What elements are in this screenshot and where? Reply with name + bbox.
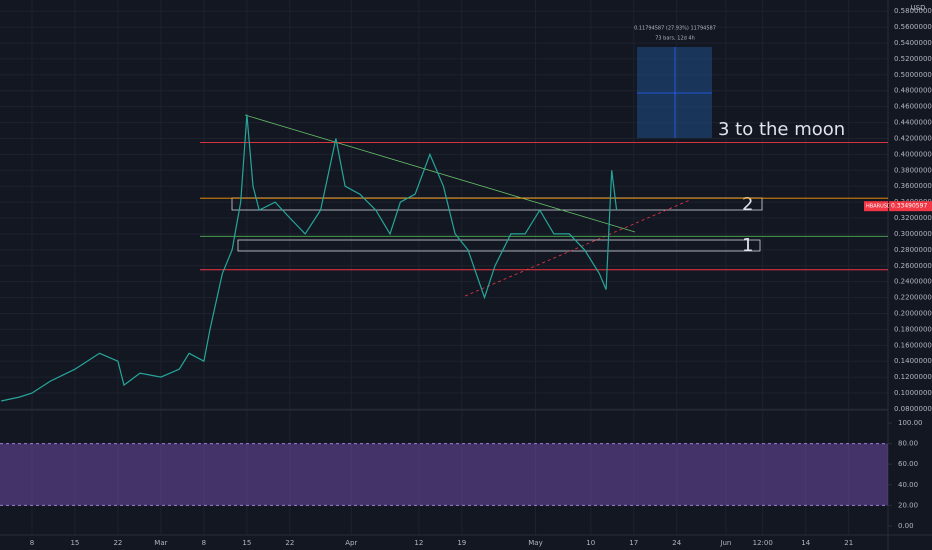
x-tick-label: 22 (285, 539, 294, 547)
symbol-tag-label: HBARUSD (866, 204, 891, 210)
axis-unit: USD (911, 4, 926, 12)
x-tick-label: Apr (345, 539, 357, 547)
annotation: 1 (742, 235, 753, 256)
y-tick-label: 0.00 (898, 522, 914, 530)
x-tick-label: 15 (70, 539, 79, 547)
x-tick-label: 19 (457, 539, 466, 547)
x-tick-label: May (528, 539, 542, 547)
y-tick-label: 0.58000000 (894, 7, 932, 15)
y-tick-label: 100.00 (898, 419, 923, 427)
annotation: 3 to the moon (718, 119, 845, 140)
price-tag (889, 201, 932, 212)
measure-box (637, 47, 712, 138)
oscillator-band (0, 443, 888, 506)
symbol-tag (864, 201, 888, 212)
x-tick-label: 12:00 (753, 539, 773, 547)
y-tick-label: 80.00 (898, 440, 918, 448)
zone-1 (237, 239, 761, 252)
measure-label: 73 bars, 12d 4h (655, 36, 695, 42)
x-tick-label: 24 (672, 539, 681, 547)
x-tick-label: 17 (629, 539, 638, 547)
measure-label: 0.11794587 (27.93%) 11794587 (634, 26, 716, 32)
x-tick-label: 15 (242, 539, 251, 547)
annotation: 2 (742, 194, 753, 215)
x-tick-label: 8 (202, 539, 206, 547)
x-tick-label: 21 (844, 539, 853, 547)
y-tick-label: 20.00 (898, 501, 918, 509)
x-tick-label: 10 (586, 539, 595, 547)
price-line (1, 114, 618, 402)
x-tick-label: 14 (801, 539, 810, 547)
x-tick-label: 8 (30, 539, 34, 547)
trendline (244, 114, 636, 233)
trendline (464, 199, 691, 297)
grid (0, 0, 888, 535)
x-tick-label: Mar (154, 539, 167, 547)
x-tick-label: 12 (414, 539, 423, 547)
y-tick-label: 40.00 (898, 481, 918, 489)
price-tag-label: 0.33490597 (891, 203, 927, 210)
x-tick-label: Jun (719, 539, 731, 547)
y-tick-label: 60.00 (898, 460, 918, 468)
x-tick-label: 22 (113, 539, 122, 547)
